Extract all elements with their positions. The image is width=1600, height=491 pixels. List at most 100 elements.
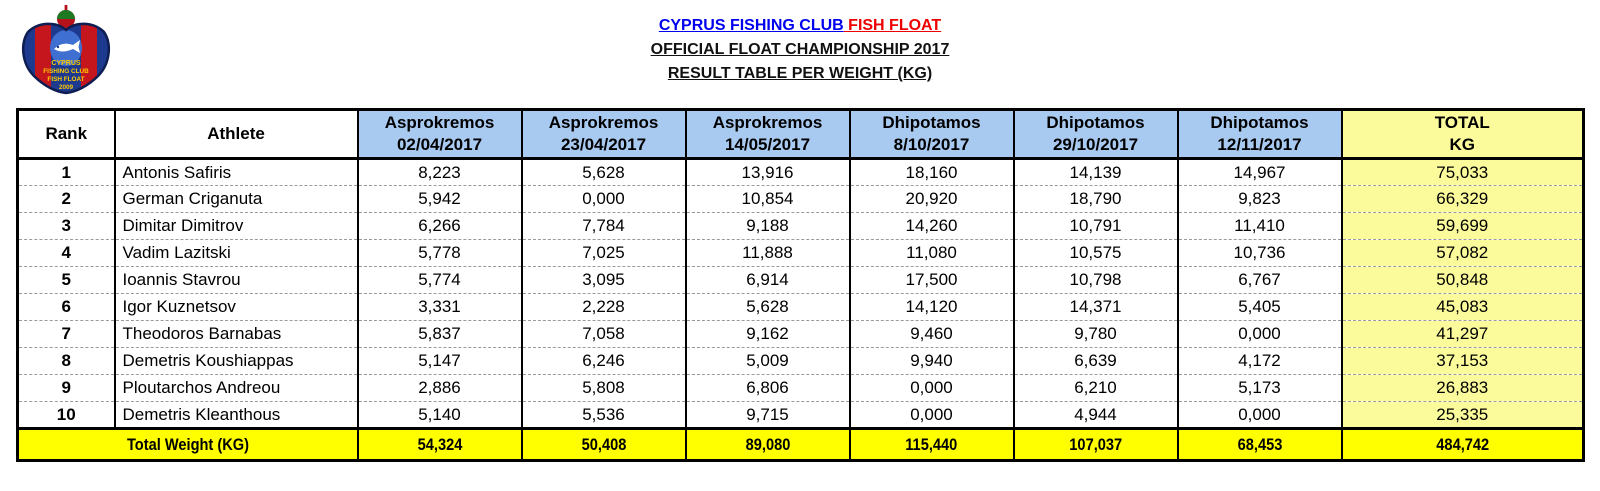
totals-weight-cell: 115,440 [848, 427, 1014, 461]
table-row: 3 Dimitar Dimitrov 6,266 7,784 9,188 14,… [17, 212, 1584, 240]
athlete-cell: Vadim Lazitski [113, 239, 358, 267]
weight-cell: 5,774 [356, 266, 522, 294]
weight-cell: 10,798 [1012, 266, 1178, 294]
total-cell: 50,848 [1340, 266, 1584, 294]
weight-cell: 4,944 [1012, 401, 1178, 429]
club-name-link[interactable]: CYPRUS FISHING CLUB [658, 17, 844, 34]
rank-cell: 6 [17, 293, 115, 321]
logo-text-line3: FISH FLOAT [47, 76, 84, 83]
title-line-3: RESULT TABLE PER WEIGHT (KG) [667, 65, 933, 82]
athlete-cell: Igor Kuznetsov [113, 293, 358, 321]
total-cell: 37,153 [1340, 347, 1584, 375]
weight-cell: 5,778 [356, 239, 522, 267]
weight-cell: 10,736 [1176, 239, 1342, 267]
weight-cell: 6,806 [684, 374, 850, 402]
weight-cell: 6,246 [520, 347, 686, 375]
rank-cell: 10 [17, 401, 115, 429]
rank-cell: 1 [61, 162, 71, 182]
logo-text-line2: FISHING CLUB [43, 68, 89, 75]
weight-cell: 5,808 [520, 374, 686, 402]
weight-cell: 2,886 [356, 374, 522, 402]
total-cell: 25,335 [1340, 401, 1584, 429]
athlete-cell: Theodoros Barnabas [113, 320, 358, 348]
weight-cell: 7,025 [520, 239, 686, 267]
col-header-rank: Rank [17, 109, 115, 160]
weight-cell: 2,228 [520, 293, 686, 321]
weight-cell: 0,000 [520, 185, 686, 213]
table-row: 8 Demetris Koushiappas 5,147 6,246 5,009… [17, 347, 1584, 375]
weight-cell: 6,266 [356, 212, 522, 240]
table-row: 5 Ioannis Stavrou 5,774 3,095 6,914 17,5… [17, 266, 1584, 294]
weight-cell: 5,173 [1176, 374, 1342, 402]
rank-cell: 2 [17, 185, 115, 213]
results-table: Rank Athlete Asprokremos 02/04/2017 Aspro… [16, 108, 1585, 462]
weight-cell: 5,140 [356, 401, 522, 429]
weight-cell: 11,410 [1176, 212, 1342, 240]
float-icon [57, 5, 75, 34]
rank-cell: 3 [17, 212, 115, 240]
weight-cell: 5,536 [520, 401, 686, 429]
weight-cell: 18,790 [1012, 185, 1178, 213]
athlete-cell: Antonis Safiris [113, 158, 358, 186]
weight-cell: 9,715 [684, 401, 850, 429]
weight-cell: 6,639 [1012, 347, 1178, 375]
col-header-athlete: Athlete [113, 109, 358, 160]
weight-cell: 5,628 [520, 158, 686, 186]
athlete-cell: Dimitar Dimitrov [113, 212, 358, 240]
header-row: Rank Athlete Asprokremos 02/04/2017 Aspro… [17, 109, 1584, 160]
logo-text-line4: 2009 [59, 84, 74, 91]
title-line-1: CYPRUS FISHING CLUB FISH FLOAT [0, 14, 1600, 38]
col-header-event-6: Dhipotamos 12/11/2017 [1176, 109, 1342, 160]
rank-cell: 8 [17, 347, 115, 375]
table-row: 7 Theodoros Barnabas 5,837 7,058 9,162 9… [17, 320, 1584, 348]
col-header-total: TOTAL KG [1340, 109, 1584, 160]
weight-cell: 7,058 [520, 320, 686, 348]
table-row: 2 German Criganuta 5,942 0,000 10,854 20… [17, 185, 1584, 213]
title-line-2: OFFICIAL FLOAT CHAMPIONSHIP 2017 [650, 41, 950, 58]
page-titles: CYPRUS FISHING CLUB FISH FLOAT OFFICIAL … [0, 14, 1600, 86]
table-row: 1 Antonis Safiris 8,223 5,628 13,916 18,… [18, 158, 1584, 186]
athlete-cell: Demetris Kleanthous [113, 401, 358, 429]
rank-cell: 4 [17, 239, 115, 267]
total-cell: 45,083 [1340, 293, 1584, 321]
total-cell: 75,033 [1340, 158, 1584, 186]
weight-cell: 14,371 [1012, 293, 1178, 321]
weight-cell: 8,223 [356, 158, 522, 186]
totals-weight-cell: 68,453 [1176, 427, 1342, 461]
weight-cell: 7,784 [520, 212, 686, 240]
weight-cell: 5,942 [356, 185, 522, 213]
total-cell: 57,082 [1340, 239, 1584, 267]
logo-text-line1: CYPRUS [51, 60, 81, 67]
weight-cell: 10,791 [1012, 212, 1178, 240]
club-logo-graphic: CYPRUS FISHING CLUB FISH FLOAT 2009 [21, 5, 111, 95]
table-row: 4 Vadim Lazitski 5,778 7,025 11,888 11,0… [17, 239, 1584, 267]
weight-cell: 11,080 [848, 239, 1014, 267]
weight-cell: 17,500 [848, 266, 1014, 294]
totals-weight-cell: 54,324 [356, 427, 522, 461]
rank-cell: 9 [17, 374, 115, 402]
table-row: 9 Ploutarchos Andreou 2,886 5,808 6,806 … [17, 374, 1584, 402]
total-cell: 59,699 [1340, 212, 1584, 240]
weight-cell: 6,914 [684, 266, 850, 294]
weight-cell: 13,916 [684, 158, 850, 186]
total-cell: 41,297 [1340, 320, 1584, 348]
total-cell: 66,329 [1340, 185, 1584, 213]
athlete-cell: Ioannis Stavrou [113, 266, 358, 294]
weight-cell: 0,000 [1176, 320, 1342, 348]
weight-cell: 4,172 [1176, 347, 1342, 375]
table-row: 10 Demetris Kleanthous 5,140 5,536 9,715… [17, 401, 1584, 429]
totals-row: Total Weight (KG) 54,324 50,408 89,080 1… [17, 427, 1584, 461]
club-name-suffix: FISH FLOAT [843, 17, 942, 34]
totals-weight-cell: 89,080 [684, 427, 850, 461]
table-row: 6 Igor Kuznetsov 3,331 2,228 5,628 14,12… [17, 293, 1584, 321]
totals-weight-cell: 50,408 [520, 427, 686, 461]
weight-cell: 10,575 [1012, 239, 1178, 267]
weight-cell: 0,000 [1176, 401, 1342, 429]
weight-cell: 18,160 [848, 158, 1014, 186]
weight-cell: 3,331 [356, 293, 522, 321]
weight-cell: 9,162 [684, 320, 850, 348]
weight-cell: 0,000 [848, 401, 1014, 429]
weight-cell: 9,780 [1012, 320, 1178, 348]
col-header-event-1: Asprokremos 02/04/2017 [356, 109, 522, 160]
weight-cell: 9,188 [684, 212, 850, 240]
